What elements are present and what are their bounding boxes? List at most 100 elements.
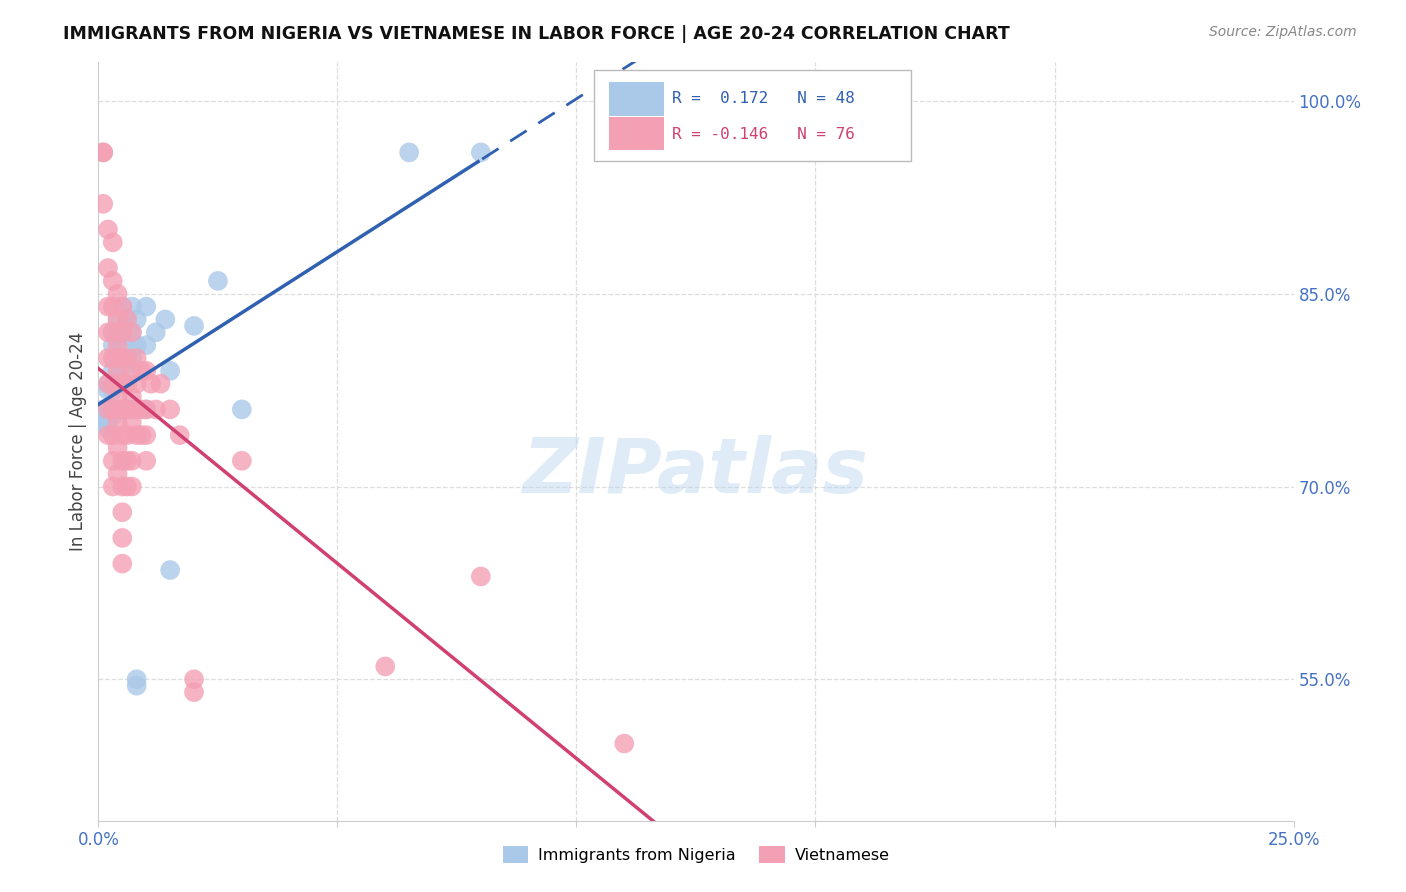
Y-axis label: In Labor Force | Age 20-24: In Labor Force | Age 20-24 [69, 332, 87, 551]
Point [111, 351, 134, 365]
Point [107, 402, 129, 417]
Point [145, 402, 167, 417]
Point [101, 338, 124, 352]
Point [115, 402, 138, 417]
Point [111, 557, 134, 571]
Point [101, 402, 124, 417]
Point [207, 274, 229, 288]
Point [97, 261, 120, 276]
Text: Source: ZipAtlas.com: Source: ZipAtlas.com [1209, 25, 1357, 39]
Point [111, 300, 134, 314]
Point [159, 364, 181, 378]
Point [183, 685, 205, 699]
Text: R = -0.146   N = 76: R = -0.146 N = 76 [672, 127, 855, 142]
Point [155, 312, 177, 326]
Point [97, 300, 120, 314]
Point [115, 428, 138, 442]
Point [121, 326, 143, 340]
Point [125, 351, 148, 365]
Point [135, 402, 157, 417]
Point [97, 222, 120, 236]
Point [135, 454, 157, 468]
Point [169, 428, 191, 442]
Point [111, 505, 134, 519]
Point [101, 428, 124, 442]
Point [107, 351, 129, 365]
Point [121, 351, 143, 365]
Point [135, 338, 157, 352]
Point [115, 479, 138, 493]
Point [470, 145, 492, 160]
Point [97, 383, 120, 397]
Point [101, 351, 124, 365]
Point [125, 673, 148, 687]
Text: R =  0.172   N = 48: R = 0.172 N = 48 [672, 91, 855, 106]
Point [111, 479, 134, 493]
Point [613, 737, 636, 751]
Point [97, 326, 120, 340]
Point [111, 428, 134, 442]
Point [145, 326, 167, 340]
Point [97, 351, 120, 365]
Point [231, 402, 253, 417]
Point [121, 415, 143, 429]
Point [107, 312, 129, 326]
Point [135, 300, 157, 314]
Point [97, 402, 120, 417]
Legend: Immigrants from Nigeria, Vietnamese: Immigrants from Nigeria, Vietnamese [496, 839, 896, 870]
Point [101, 274, 124, 288]
Point [125, 402, 148, 417]
Point [101, 376, 124, 391]
Point [231, 454, 253, 468]
Point [107, 370, 129, 384]
Point [135, 364, 157, 378]
Point [115, 454, 138, 468]
Point [149, 376, 172, 391]
Point [183, 673, 205, 687]
Point [131, 428, 153, 442]
Point [91, 409, 114, 423]
Point [131, 364, 153, 378]
Point [97, 376, 120, 391]
Point [159, 402, 181, 417]
Point [135, 402, 157, 417]
Point [111, 454, 134, 468]
Point [125, 376, 148, 391]
Point [115, 351, 138, 365]
Point [107, 467, 129, 481]
Point [125, 679, 148, 693]
Point [111, 376, 134, 391]
Point [115, 338, 138, 352]
Point [107, 390, 129, 404]
Point [121, 326, 143, 340]
Point [101, 364, 124, 378]
Point [91, 415, 114, 429]
Point [107, 286, 129, 301]
Point [107, 332, 129, 346]
Point [101, 235, 124, 250]
Point [111, 402, 134, 417]
Point [101, 402, 124, 417]
Point [121, 454, 143, 468]
Point [91, 145, 114, 160]
Point [111, 402, 134, 417]
Text: IMMIGRANTS FROM NIGERIA VS VIETNAMESE IN LABOR FORCE | AGE 20-24 CORRELATION CHA: IMMIGRANTS FROM NIGERIA VS VIETNAMESE IN… [63, 25, 1010, 43]
Point [125, 312, 148, 326]
FancyBboxPatch shape [609, 117, 664, 151]
Point [91, 402, 114, 417]
Point [107, 415, 129, 429]
Point [121, 364, 143, 378]
Point [111, 351, 134, 365]
Point [101, 300, 124, 314]
Point [97, 415, 120, 429]
Point [111, 300, 134, 314]
Point [139, 376, 162, 391]
Point [115, 358, 138, 372]
Point [101, 383, 124, 397]
Point [107, 312, 129, 326]
Point [101, 454, 124, 468]
FancyBboxPatch shape [595, 70, 911, 161]
Point [159, 563, 181, 577]
Point [97, 428, 120, 442]
Point [91, 145, 114, 160]
